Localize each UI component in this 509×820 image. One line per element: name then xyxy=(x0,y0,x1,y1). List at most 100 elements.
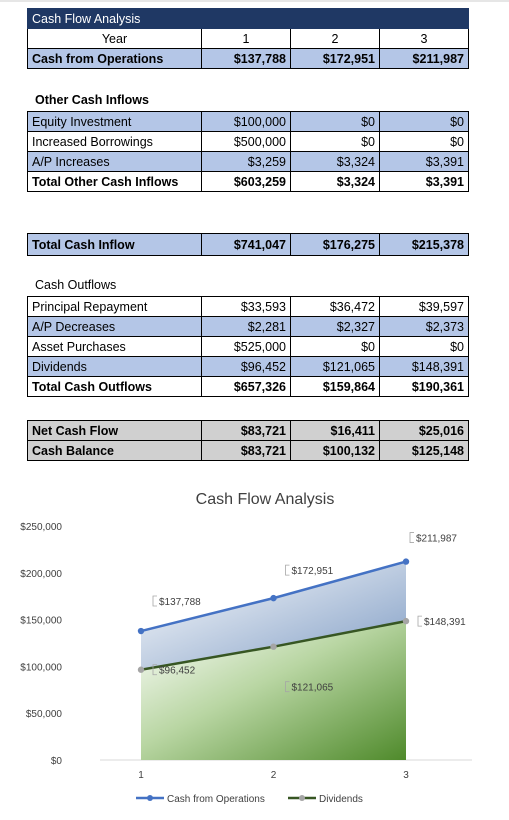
row-label: Total Cash Outflows xyxy=(27,376,202,397)
table-row: A/P Decreases $2,281 $2,327 $2,373 xyxy=(27,316,469,337)
year-row: Year 1 2 3 xyxy=(27,28,469,49)
value-cell: $2,327 xyxy=(290,316,380,337)
value-cell: $148,391 xyxy=(379,356,469,377)
value-cell: $215,378 xyxy=(379,233,469,256)
value-cell: $33,593 xyxy=(201,296,291,317)
sheet-title: Cash Flow Analysis xyxy=(27,8,469,29)
x-tick-label: 3 xyxy=(403,770,409,781)
balance-row: Cash Balance $83,721 $100,132 $125,148 xyxy=(27,440,469,461)
total-inflow-table: Total Cash Inflow $741,047 $176,275 $215… xyxy=(27,233,469,256)
legend-dividends-marker xyxy=(299,795,305,801)
value-cell: $176,275 xyxy=(290,233,380,256)
dividends-data-label: $121,065 xyxy=(292,683,334,694)
value-cell: $3,259 xyxy=(201,151,291,172)
data-label-leader xyxy=(285,564,290,576)
value-cell: $125,148 xyxy=(379,440,469,461)
value-cell: $159,864 xyxy=(290,376,380,397)
year-cell: 2 xyxy=(290,28,380,49)
value-cell: $2,281 xyxy=(201,316,291,337)
dividends-point xyxy=(402,617,410,625)
row-label: Total Cash Inflow xyxy=(27,233,202,256)
year-cell: 1 xyxy=(201,28,291,49)
dividends-point xyxy=(137,666,145,673)
year-label: Year xyxy=(27,28,202,49)
ops-table: Cash Flow Analysis Year 1 2 3 Cash from … xyxy=(27,8,469,69)
ops-point xyxy=(270,594,277,602)
value-cell: $603,259 xyxy=(201,171,291,192)
value-cell: $3,391 xyxy=(379,171,469,192)
value-cell: $121,065 xyxy=(290,356,380,377)
ops-data-label: $211,987 xyxy=(416,534,457,545)
value-cell: $741,047 xyxy=(201,233,291,256)
ops-point xyxy=(402,558,410,565)
table-row: Increased Borrowings $500,000 $0 $0 xyxy=(27,131,469,152)
value-cell: $211,987 xyxy=(379,48,469,69)
row-label: A/P Decreases xyxy=(27,316,202,337)
table-row: A/P Increases $3,259 $3,324 $3,391 xyxy=(27,151,469,172)
value-cell: $190,361 xyxy=(379,376,469,397)
data-label-leader xyxy=(417,615,422,627)
row-label: Net Cash Flow xyxy=(27,420,202,441)
row-label: Cash from Operations xyxy=(27,48,202,69)
net-row: Net Cash Flow $83,721 $16,411 $25,016 xyxy=(27,420,469,441)
dividends-area xyxy=(141,621,406,760)
x-tick-label: 2 xyxy=(271,770,277,781)
inflows-table: Equity Investment $100,000 $0 $0 Increas… xyxy=(27,111,469,192)
legend-ops-marker xyxy=(147,795,153,801)
y-tick-label: $150,000 xyxy=(20,616,62,627)
value-cell: $0 xyxy=(290,336,380,357)
legend-ops-label: Cash from Operations xyxy=(167,794,265,805)
row-label: Principal Repayment xyxy=(27,296,202,317)
ops-point xyxy=(137,627,145,635)
value-cell: $172,951 xyxy=(290,48,380,69)
data-label-leader xyxy=(285,681,290,693)
y-tick-label: $0 xyxy=(51,756,63,767)
value-cell: $0 xyxy=(290,131,380,152)
legend-dividends-label: Dividends xyxy=(319,794,363,805)
row-label: A/P Increases xyxy=(27,151,202,172)
dividends-point xyxy=(270,643,277,650)
row-label: Cash Balance xyxy=(27,440,202,461)
data-label-leader xyxy=(152,664,157,676)
row-label: Asset Purchases xyxy=(27,336,202,357)
value-cell: $0 xyxy=(379,111,469,132)
other-inflows-header: Other Cash Inflows xyxy=(35,93,149,107)
value-cell: $16,411 xyxy=(290,420,380,441)
value-cell: $3,391 xyxy=(379,151,469,172)
total-row: Total Cash Outflows $657,326 $159,864 $1… xyxy=(27,376,469,397)
table-row: Dividends $96,452 $121,065 $148,391 xyxy=(27,356,469,377)
value-cell: $525,000 xyxy=(201,336,291,357)
table-row: Equity Investment $100,000 $0 $0 xyxy=(27,111,469,132)
net-table: Net Cash Flow $83,721 $16,411 $25,016 Ca… xyxy=(27,420,469,461)
y-tick-label: $50,000 xyxy=(26,709,63,720)
value-cell: $3,324 xyxy=(290,151,380,172)
total-row: Total Other Cash Inflows $603,259 $3,324… xyxy=(27,171,469,192)
data-label-leader xyxy=(409,532,414,543)
chart-title: Cash Flow Analysis xyxy=(196,491,335,508)
year-cell: 3 xyxy=(379,28,469,49)
row-label: Dividends xyxy=(27,356,202,377)
y-tick-label: $250,000 xyxy=(20,522,62,533)
plot-area: $0 $50,000 $100,000 $150,000 $200,000 $250,00… xyxy=(20,522,472,805)
dividends-data-label: $96,452 xyxy=(159,666,196,677)
ops-data-label: $137,788 xyxy=(159,597,201,608)
value-cell: $657,326 xyxy=(201,376,291,397)
value-cell: $83,721 xyxy=(201,420,291,441)
outflows-table: Principal Repayment $33,593 $36,472 $39,… xyxy=(27,296,469,397)
table-row: Asset Purchases $525,000 $0 $0 xyxy=(27,336,469,357)
outflows-header: Cash Outflows xyxy=(35,278,117,292)
value-cell: $137,788 xyxy=(201,48,291,69)
value-cell: $36,472 xyxy=(290,296,380,317)
row-label: Increased Borrowings xyxy=(27,131,202,152)
cash-flow-chart: Cash Flow Analysis $0 $50,000 $100,000 $150… xyxy=(20,491,472,805)
row-label: Total Other Cash Inflows xyxy=(27,171,202,192)
dividends-data-label: $148,391 xyxy=(424,617,466,628)
value-cell: $100,132 xyxy=(290,440,380,461)
value-cell: $100,000 xyxy=(201,111,291,132)
value-cell: $0 xyxy=(379,131,469,152)
value-cell: $83,721 xyxy=(201,440,291,461)
ops-row: Cash from Operations $137,788 $172,951 $… xyxy=(27,48,469,69)
value-cell: $2,373 xyxy=(379,316,469,337)
value-cell: $96,452 xyxy=(201,356,291,377)
value-cell: $0 xyxy=(379,336,469,357)
